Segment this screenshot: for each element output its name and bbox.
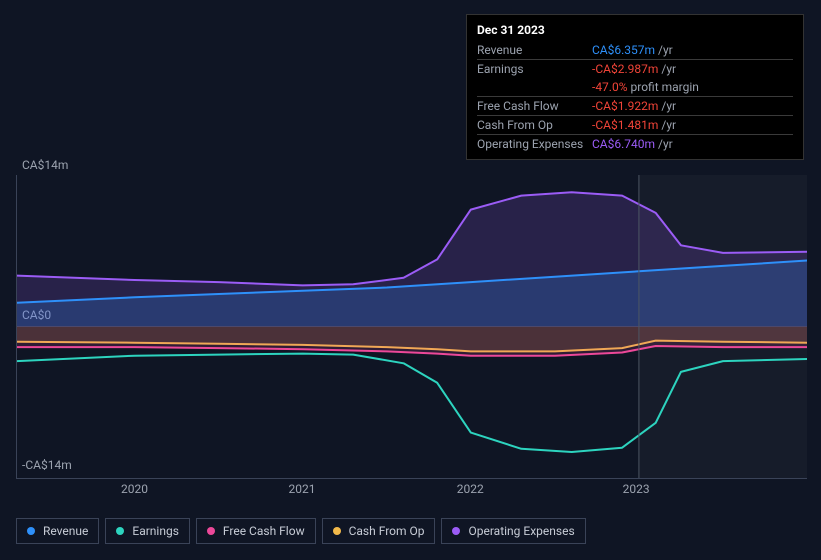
tooltip-row: -47.0%profit margin — [477, 78, 793, 96]
legend-dot-icon — [452, 527, 460, 535]
legend-item[interactable]: Earnings — [105, 518, 190, 544]
tooltip-row-value: -CA$1.922m/yr — [592, 99, 793, 113]
x-axis-tick: 2021 — [288, 482, 315, 496]
legend-item-label: Earnings — [132, 524, 179, 538]
tooltip-row-value: CA$6.357m/yr — [592, 43, 793, 57]
x-axis-tick: 2023 — [623, 482, 650, 496]
tooltip-row-value: -CA$2.987m/yr — [592, 62, 793, 76]
x-axis-tick: 2020 — [121, 482, 148, 496]
plot-svg — [17, 175, 807, 478]
legend-item-label: Free Cash Flow — [223, 524, 305, 538]
tooltip-rows: RevenueCA$6.357m/yrEarnings-CA$2.987m/yr… — [477, 41, 793, 153]
x-axis-tick: 2022 — [457, 482, 484, 496]
legend-dot-icon — [333, 527, 341, 535]
tooltip-box: Dec 31 2023 RevenueCA$6.357m/yrEarnings-… — [466, 14, 804, 160]
legend-item[interactable]: Operating Expenses — [441, 518, 585, 544]
tooltip-row-label — [477, 80, 592, 94]
tooltip-row: Operating ExpensesCA$6.740m/yr — [477, 134, 793, 153]
legend: Revenue Earnings Free Cash Flow Cash From O… — [16, 518, 586, 544]
tooltip-row: Earnings-CA$2.987m/yr — [477, 59, 793, 78]
tooltip-row-label: Free Cash Flow — [477, 99, 592, 113]
legend-dot-icon — [116, 527, 124, 535]
tooltip-date: Dec 31 2023 — [477, 21, 793, 41]
tooltip-row-label: Cash From Op — [477, 118, 592, 132]
legend-item[interactable]: Cash From Op — [322, 518, 436, 544]
tooltip-row-label: Operating Expenses — [477, 137, 592, 151]
legend-item[interactable]: Free Cash Flow — [196, 518, 316, 544]
tooltip-row: Free Cash Flow-CA$1.922m/yr — [477, 96, 793, 115]
legend-dot-icon — [207, 527, 215, 535]
tooltip-row-value: CA$6.740m/yr — [592, 137, 793, 151]
tooltip-row-value: -CA$1.481m/yr — [592, 118, 793, 132]
legend-item[interactable]: Revenue — [16, 518, 99, 544]
tooltip-row: RevenueCA$6.357m/yr — [477, 41, 793, 59]
tooltip-row-label: Revenue — [477, 43, 592, 57]
chart-container: Dec 31 2023 RevenueCA$6.357m/yrEarnings-… — [0, 0, 821, 560]
y-axis-label-top: CA$14m — [22, 158, 68, 172]
legend-item-label: Revenue — [43, 524, 88, 538]
plot-area[interactable] — [16, 175, 807, 479]
legend-item-label: Cash From Op — [349, 524, 425, 538]
legend-dot-icon — [27, 527, 35, 535]
x-axis-labels: 2020 2021 2022 2023 — [16, 482, 806, 500]
tooltip-row-label: Earnings — [477, 62, 592, 76]
tooltip-row-value: -47.0%profit margin — [592, 80, 793, 94]
legend-item-label: Operating Expenses — [468, 524, 574, 538]
tooltip-row: Cash From Op-CA$1.481m/yr — [477, 115, 793, 134]
